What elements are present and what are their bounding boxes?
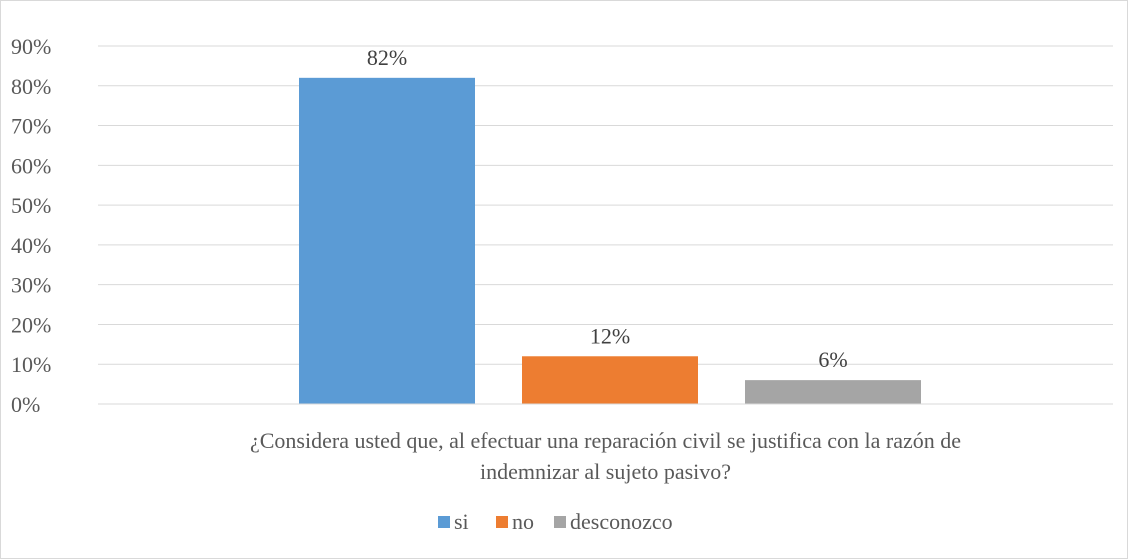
y-tick-label: 70% xyxy=(11,114,51,139)
legend-label-si: si xyxy=(454,509,469,534)
y-tick-label: 80% xyxy=(11,74,51,99)
legend-label-desconozco: desconozco xyxy=(570,509,673,534)
bar-si xyxy=(299,77,475,405)
y-tick-label: 90% xyxy=(11,34,51,59)
y-tick-label: 10% xyxy=(11,352,51,377)
y-tick-label: 60% xyxy=(11,153,51,178)
category-label-line-1: ¿Considera usted que, al efectuar una re… xyxy=(250,428,961,453)
data-label-si: 82% xyxy=(367,45,407,70)
legend-swatch-no xyxy=(496,516,508,528)
bar-desconozco xyxy=(745,380,921,404)
legend-label-no: no xyxy=(512,509,534,534)
bars xyxy=(299,77,921,405)
data-label-no: 12% xyxy=(590,323,630,348)
y-tick-label: 0% xyxy=(11,392,40,417)
legend-swatch-desconozco xyxy=(554,516,566,528)
y-tick-label: 30% xyxy=(11,273,51,298)
y-tick-label: 50% xyxy=(11,193,51,218)
y-axis-tick-labels: 0% 10% 20% 30% 40% 50% 60% 70% 80% 90% xyxy=(11,34,51,417)
legend: si no desconozco xyxy=(438,509,673,534)
category-label-line-2: indemnizar al sujeto pasivo? xyxy=(480,459,731,484)
y-tick-label: 40% xyxy=(11,233,51,258)
data-labels: 82% 12% 6% xyxy=(367,45,848,372)
gridlines xyxy=(98,45,1113,365)
legend-swatch-si xyxy=(438,516,450,528)
data-label-desconozco: 6% xyxy=(818,347,847,372)
y-tick-label: 20% xyxy=(11,312,51,337)
bar-no xyxy=(522,356,698,404)
